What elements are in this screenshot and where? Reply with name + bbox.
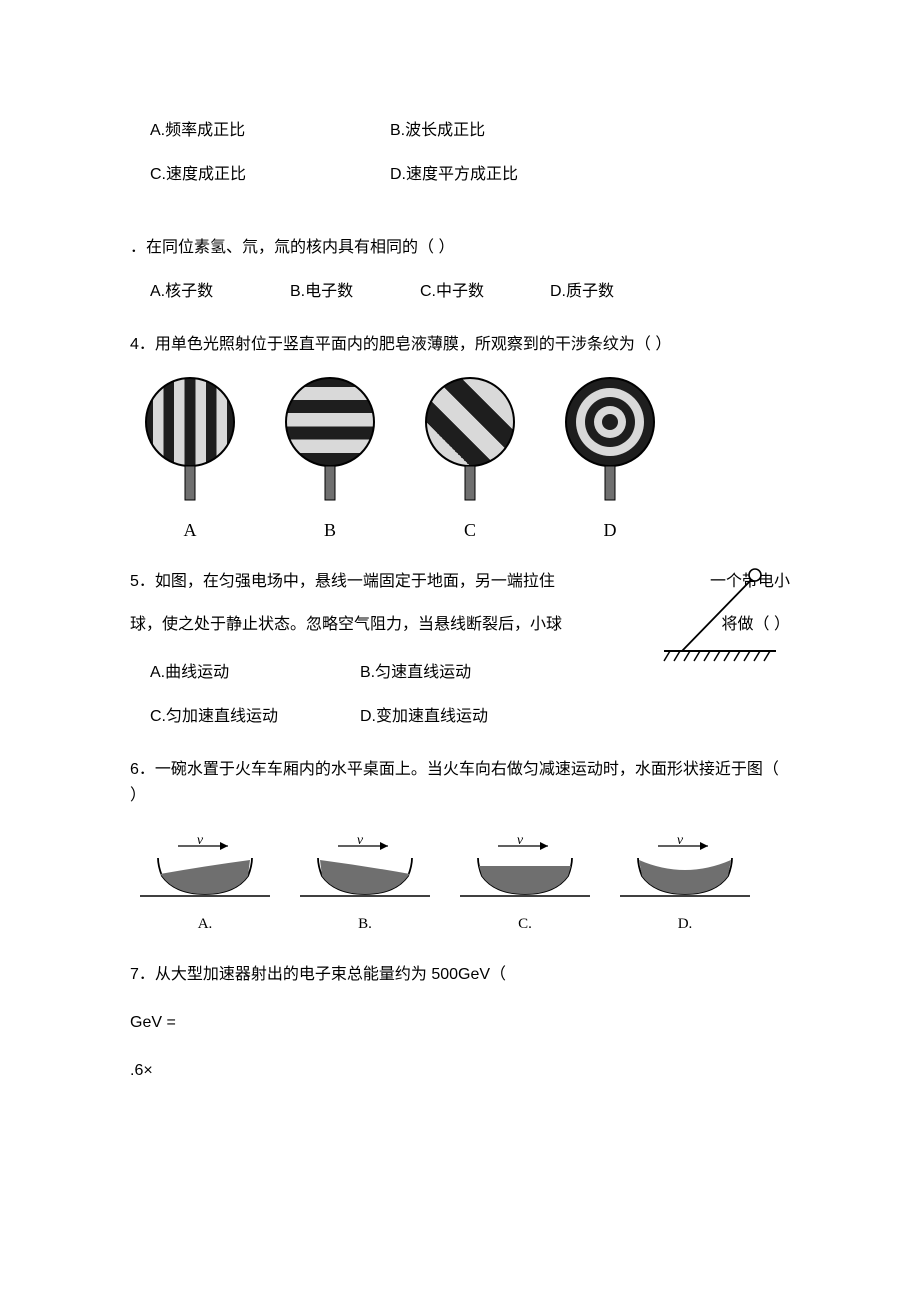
q4-figure-d: D bbox=[560, 376, 660, 545]
q4-figure-b: B bbox=[280, 376, 380, 545]
q3-option-a: A.核子数 bbox=[150, 279, 290, 305]
q5-option-a: A.曲线运动 bbox=[150, 660, 360, 686]
q6-label-d: D. bbox=[678, 912, 693, 936]
q2-option-b: B.波长成正比 bbox=[390, 118, 630, 144]
q5-stem-line1-left: 5．如图，在匀强电场中，悬线一端固定于地面，另一端拉住 bbox=[130, 569, 555, 595]
q3-option-b: B.电子数 bbox=[290, 279, 420, 305]
paddle-a-icon bbox=[140, 376, 240, 506]
q6-stem: 6．一碗水置于火车车厢内的水平桌面上。当火车向右做匀减速运动时，水面形状接近于图… bbox=[130, 757, 790, 808]
q6-figure-d: v D. bbox=[620, 836, 750, 936]
bowl-b-icon: v bbox=[300, 836, 430, 906]
q6-figure-a: v A. bbox=[140, 836, 270, 936]
q3-option-d: D.质子数 bbox=[550, 279, 680, 305]
q3-options: A.核子数 B.电子数 C.中子数 D.质子数 bbox=[130, 279, 790, 305]
bowl-d-icon: v bbox=[620, 836, 750, 906]
q4-figure-a: A bbox=[140, 376, 240, 545]
q7-frag2: .6× bbox=[130, 1058, 790, 1084]
paddle-d-icon bbox=[560, 376, 660, 506]
q6-figures: v A. v B. v C. bbox=[130, 836, 790, 936]
q6-v-label-d: v bbox=[677, 836, 684, 848]
q4-stem: 4．用单色光照射位于竖直平面内的肥皂液薄膜，所观察到的干涉条纹为（ ） bbox=[130, 332, 790, 358]
q5-option-d: D.变加速直线运动 bbox=[360, 704, 570, 730]
q6-label-c: C. bbox=[518, 912, 532, 936]
string-ball-icon bbox=[660, 563, 780, 663]
q5-option-b: B.匀速直线运动 bbox=[360, 660, 570, 686]
q5-block: 5．如图，在匀强电场中，悬线一端固定于地面，另一端拉住 一个带电小 球，使之处于… bbox=[130, 569, 790, 729]
q7-frag1: GeV = bbox=[130, 1010, 790, 1036]
q4-label-b: B bbox=[324, 516, 336, 545]
q3-option-c: C.中子数 bbox=[420, 279, 550, 305]
paddle-b-icon bbox=[280, 376, 380, 506]
q6-figure-b: v B. bbox=[300, 836, 430, 936]
q4-label-a: A bbox=[184, 516, 197, 545]
q5-stem-line2-left: 球，使之处于静止状态。忽略空气阻力，当悬线断裂后，小球 bbox=[130, 612, 562, 638]
q2-option-a: A.频率成正比 bbox=[150, 118, 390, 144]
q5-options-row2: C.匀加速直线运动 D.变加速直线运动 bbox=[130, 704, 790, 730]
q2-option-d: D.速度平方成正比 bbox=[390, 162, 630, 188]
q5-option-c: C.匀加速直线运动 bbox=[150, 704, 360, 730]
q3-stem: ．在同位素氢、氘，氚的核内具有相同的（ ） bbox=[130, 235, 790, 261]
q2-options-row2: C.速度成正比 D.速度平方成正比 bbox=[130, 162, 790, 188]
q6-label-a: A. bbox=[198, 912, 213, 936]
q2-option-c: C.速度成正比 bbox=[150, 162, 390, 188]
paddle-c-icon bbox=[420, 376, 520, 506]
q6-v-label-b: v bbox=[357, 836, 364, 848]
q5-figure bbox=[660, 563, 780, 672]
q6-v-label-a: v bbox=[197, 836, 204, 848]
q4-label-d: D bbox=[604, 516, 617, 545]
bowl-a-icon: v bbox=[140, 836, 270, 906]
q4-figure-c: C bbox=[420, 376, 520, 545]
q4-label-c: C bbox=[464, 516, 476, 545]
q6-label-b: B. bbox=[358, 912, 372, 936]
q2-options: A.频率成正比 B.波长成正比 bbox=[130, 118, 790, 144]
bowl-c-icon: v bbox=[460, 836, 590, 906]
q6-v-label-c: v bbox=[517, 836, 524, 848]
q6-figure-c: v C. bbox=[460, 836, 590, 936]
q7-stem: 7．从大型加速器射出的电子束总能量约为 500GeV（ bbox=[130, 962, 790, 988]
q4-figures: A B bbox=[130, 376, 790, 545]
